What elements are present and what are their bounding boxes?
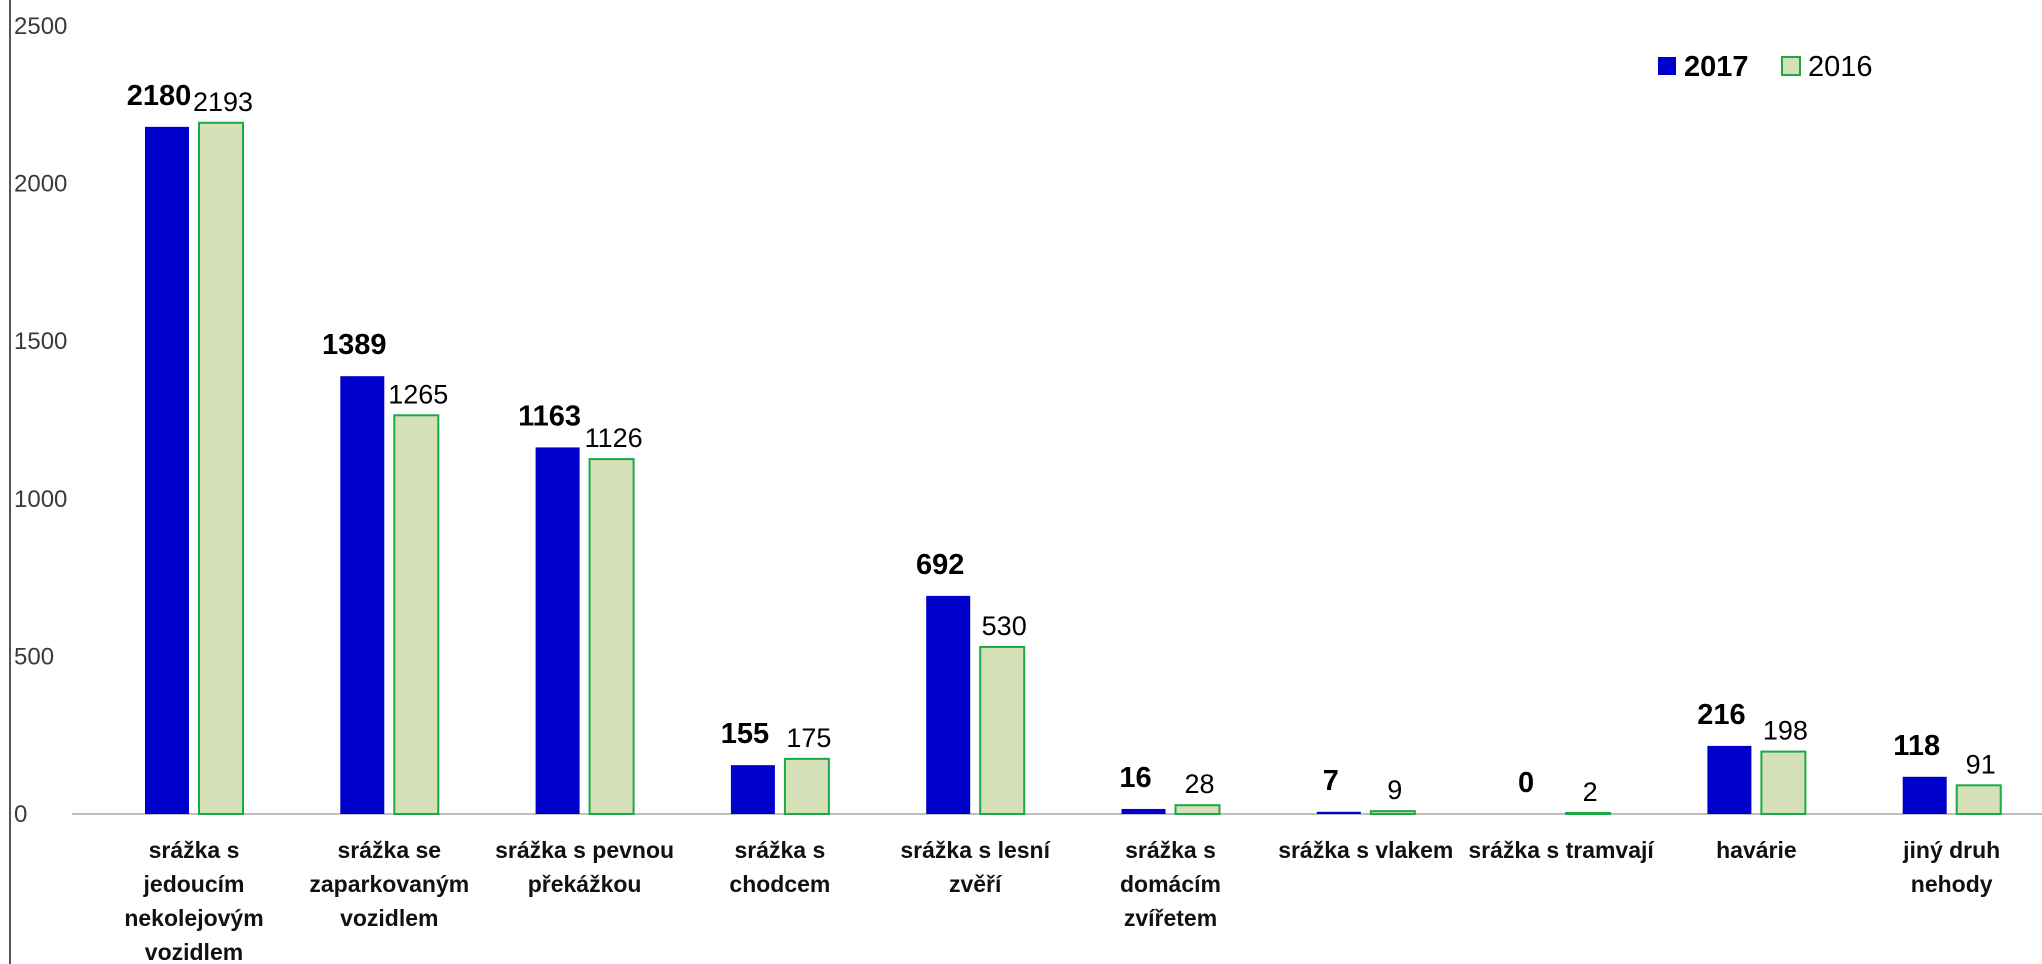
bar-2016	[393, 414, 440, 815]
x-category-label: nehody	[1911, 871, 1993, 897]
data-label-2017: 0	[1518, 767, 1534, 799]
bar-2017	[1902, 776, 1947, 814]
bar-2016	[588, 458, 635, 815]
y-tick-label: 1000	[14, 486, 67, 513]
bar-2017	[340, 376, 385, 814]
y-tick-label: 500	[14, 643, 54, 670]
x-category-label: jedoucím	[143, 871, 245, 897]
data-label-2016: 530	[982, 611, 1027, 641]
data-label-2017: 2180	[127, 80, 192, 112]
bar-2017	[1121, 808, 1166, 814]
x-category-label: srážka s vlakem	[1278, 837, 1453, 863]
bar-2016	[1369, 810, 1416, 816]
x-category-label: zvěří	[949, 871, 1003, 897]
bar-2017	[1316, 811, 1361, 814]
x-category-label: vozidlem	[340, 905, 438, 931]
legend-swatch-2017	[1658, 57, 1676, 75]
x-category-label: domácím	[1120, 871, 1221, 897]
bar-2016	[1174, 804, 1221, 815]
x-category-label: chodcem	[729, 871, 830, 897]
x-category-label: srážka s	[149, 837, 240, 863]
x-category-label: havárie	[1716, 837, 1797, 863]
y-tick-label: 0	[14, 801, 27, 828]
x-category-label: vozidlem	[145, 939, 243, 964]
x-category-label: nekolejovým	[124, 905, 263, 931]
y-tick-label: 1500	[14, 328, 67, 355]
x-category-label: srážka se	[338, 837, 442, 863]
legend-label-2016: 2016	[1808, 51, 1873, 83]
bar-2016	[1760, 750, 1807, 815]
data-label-2017: 692	[916, 549, 964, 581]
legend-label-2017: 2017	[1684, 51, 1749, 83]
bar-2016	[783, 757, 830, 816]
x-category-label: srážka s	[734, 837, 825, 863]
data-label-2017: 16	[1119, 762, 1151, 794]
data-label-2016: 2	[1583, 777, 1598, 807]
bar-2017	[1707, 745, 1752, 814]
x-category-label: srážka s lesní	[900, 837, 1051, 863]
bar-2017	[730, 765, 775, 814]
data-label-2016: 2193	[193, 87, 253, 117]
data-label-2016: 1126	[585, 423, 643, 453]
data-label-2016: 28	[1184, 769, 1214, 799]
data-label-2017: 118	[1893, 730, 1940, 762]
data-label-2016: 175	[786, 723, 831, 753]
x-category-label: zvířetem	[1124, 905, 1217, 931]
data-label-2016: 91	[1966, 749, 1996, 779]
bar-2017	[145, 126, 189, 814]
x-category-label: překážkou	[528, 871, 642, 897]
x-category-label: srážka s pevnou	[495, 837, 674, 863]
y-tick-label: 2000	[14, 171, 67, 198]
data-label-2016: 1265	[388, 379, 448, 409]
bar-2016	[1565, 812, 1612, 815]
bar-2016	[1955, 784, 2002, 815]
data-label-2017: 155	[721, 718, 769, 750]
legend-swatch-2016	[1781, 56, 1801, 76]
bar-2016	[198, 121, 244, 815]
data-label-2017: 1163	[518, 400, 581, 432]
data-label-2017: 1389	[322, 329, 387, 361]
x-category-label: srážka s	[1125, 837, 1216, 863]
data-label-2016: 9	[1387, 775, 1402, 805]
data-label-2017: 216	[1697, 699, 1745, 731]
x-category-label: zaparkovaným	[309, 871, 469, 897]
bar-2017	[926, 595, 971, 814]
bar-2016	[979, 645, 1026, 815]
x-category-label: srážka s tramvají	[1468, 837, 1655, 863]
bar-2017	[535, 447, 580, 814]
data-label-2017: 7	[1323, 765, 1339, 797]
y-tick-label: 2500	[14, 13, 67, 40]
data-label-2016: 198	[1763, 716, 1808, 746]
x-category-label: jiný druh	[1902, 837, 2000, 863]
